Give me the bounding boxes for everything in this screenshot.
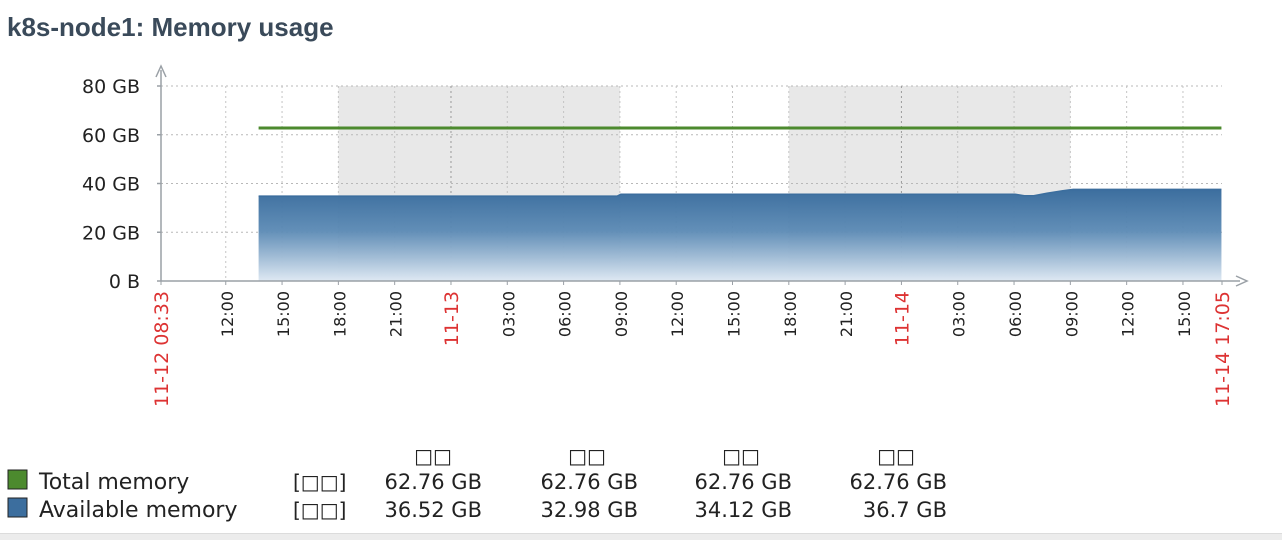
legend: □□ □□ □□ □□ Total memory [□□] 62.76 GB 62.76 GB…	[7, 444, 947, 523]
legend-unit-label: [□□]	[293, 470, 346, 494]
legend-value: 34.12 GB	[695, 498, 792, 522]
y-tick-label: 0 B	[109, 271, 140, 293]
x-tick-label: 12:00	[218, 291, 237, 337]
x-tick-label: 11-13	[441, 291, 463, 346]
legend-series-name: Available memory	[39, 498, 238, 523]
legend-swatch	[7, 469, 28, 490]
x-tick-label: 12:00	[668, 291, 687, 337]
x-tick-label: 06:00	[556, 291, 575, 337]
series-line-available-memory	[258, 188, 1222, 197]
x-tick-label: 15:00	[1175, 291, 1194, 337]
x-axis-arrow	[1235, 275, 1249, 287]
axes	[155, 64, 1249, 287]
legend-column-header: □□	[568, 444, 606, 468]
legend-value: 62.76 GB	[541, 470, 638, 494]
legend-value: 62.76 GB	[695, 470, 792, 494]
legend-column-header: □□	[722, 444, 760, 468]
bottom-divider	[0, 533, 1282, 540]
legend-swatch	[7, 497, 28, 518]
y-tick-label: 40 GB	[82, 174, 140, 196]
x-tick-label: 09:00	[1062, 291, 1081, 337]
legend-column-header: □□	[414, 444, 452, 468]
x-tick-label: 03:00	[499, 291, 518, 337]
x-tick-label: 15:00	[274, 291, 293, 337]
x-tick-label: 12:00	[1119, 291, 1138, 337]
x-tick-label: 18:00	[330, 291, 349, 337]
y-tick-label: 60 GB	[82, 125, 140, 147]
y-tick-label: 20 GB	[82, 222, 140, 244]
y-tick-label: 80 GB	[82, 76, 140, 98]
legend-column-header: □□	[877, 444, 915, 468]
legend-value: 62.76 GB	[385, 470, 482, 494]
legend-value: 36.52 GB	[385, 498, 482, 522]
legend-value: 36.7 GB	[863, 498, 947, 522]
x-tick-label: 11-14 17:05	[1212, 291, 1234, 407]
x-tick-labels: 11-12 08:33 12:00 15:00 18:00 21:00 11-13 03:0…	[151, 291, 1234, 407]
legend-series-name: Total memory	[38, 470, 189, 495]
x-tick-label: 21:00	[837, 291, 856, 337]
series-layer	[258, 126, 1222, 281]
page-title: k8s-node1: Memory usage	[7, 12, 334, 42]
legend-unit-label: [□□]	[293, 498, 346, 522]
series-area-available-memory	[258, 189, 1222, 281]
x-tick-label: 06:00	[1006, 291, 1025, 337]
x-tick-label: 11-14	[891, 291, 913, 346]
legend-value: 32.98 GB	[541, 498, 638, 522]
x-tick-label: 11-12 08:33	[151, 291, 173, 407]
x-tick-label: 09:00	[612, 291, 631, 337]
x-tick-label: 03:00	[950, 291, 969, 337]
legend-value: 62.76 GB	[850, 470, 947, 494]
y-axis-arrow	[155, 64, 167, 78]
y-tick-labels: 0 B 20 GB 40 GB 60 GB 80 GB	[82, 76, 140, 293]
x-tick-label: 18:00	[781, 291, 800, 337]
x-tick-label: 21:00	[387, 291, 406, 337]
x-tick-label: 15:00	[725, 291, 744, 337]
